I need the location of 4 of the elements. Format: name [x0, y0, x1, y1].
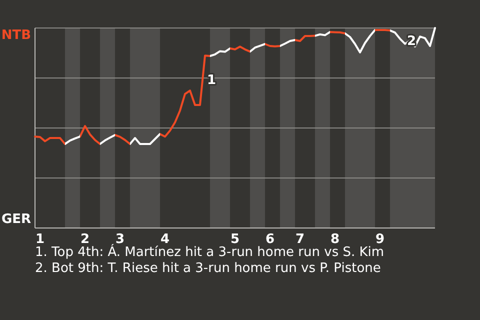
annotation: 1	[207, 72, 216, 88]
text: NTB	[1, 28, 31, 43]
text: GER	[1, 212, 31, 227]
text: 2. Bot 9th: T. Riese hit a 3-run home run vs P. Pistone	[35, 261, 381, 276]
